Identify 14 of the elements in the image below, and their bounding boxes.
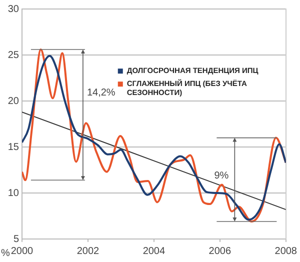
x-tick-label: 2008 [274, 246, 298, 257]
y-tick-label: 20 [8, 96, 20, 107]
y-tick-label: 25 [8, 50, 20, 61]
annotation: 14,2% [86, 87, 116, 98]
x-tick-label: 2006 [208, 246, 232, 257]
y-axis-title: % [1, 248, 10, 259]
y-tick-label: 30 [8, 4, 20, 15]
y-tick-label: 15 [8, 142, 20, 153]
x-tick-label: 2004 [142, 246, 166, 257]
y-tick-label: 5 [13, 234, 20, 245]
y-tick-label: 10 [8, 188, 20, 199]
x-tick-label: 2002 [76, 246, 100, 257]
x-tick-label: 2000 [10, 246, 34, 257]
annotation: 9% [214, 170, 229, 182]
